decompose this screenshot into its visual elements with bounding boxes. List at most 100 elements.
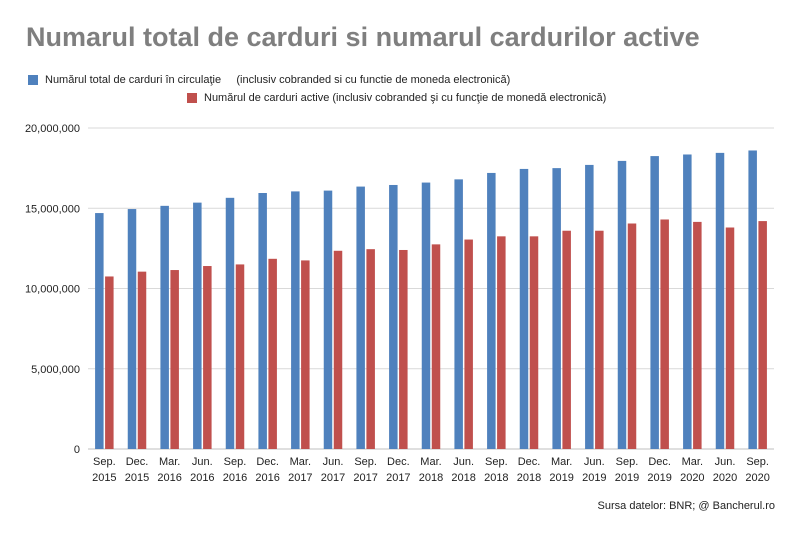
bar-total-cards <box>585 164 594 450</box>
chart-title: Numarul total de carduri si numarul card… <box>26 22 700 52</box>
x-tick-label: 2015 <box>125 472 149 484</box>
x-tick-label: 2019 <box>549 472 573 484</box>
x-tick-label: Mar. <box>290 456 311 468</box>
bar-total-cards <box>225 197 235 449</box>
x-tick-label: Dec. <box>126 456 149 468</box>
source-note: Sursa datelor: BNR; @ Bancherul.ro <box>597 500 775 512</box>
bar-total-cards <box>160 205 169 449</box>
bar-active-cards <box>497 236 506 449</box>
bar-total-cards <box>650 156 659 449</box>
bar-total-cards <box>748 150 757 449</box>
x-tick-label: 2019 <box>615 472 639 484</box>
bar-total-cards <box>356 186 365 449</box>
x-tick-label: Sep. <box>93 456 116 468</box>
bar-active-cards <box>693 221 702 449</box>
bar-active-cards <box>268 258 277 449</box>
bar-active-cards <box>170 270 179 449</box>
bar-total-cards <box>715 152 725 449</box>
bar-active-cards <box>399 249 408 449</box>
bar-active-cards <box>431 244 441 449</box>
x-tick-label: Jun. <box>584 456 605 468</box>
bar-total-cards <box>487 172 496 449</box>
bar-total-cards <box>291 191 300 449</box>
x-tick-label: Sep. <box>354 456 377 468</box>
x-tick-label: 2017 <box>288 472 312 484</box>
bar-total-cards <box>193 202 202 449</box>
bar-active-cards <box>105 276 114 449</box>
x-tick-label: Dec. <box>256 456 279 468</box>
bar-active-cards <box>235 264 245 449</box>
x-tick-label: 2018 <box>419 472 443 484</box>
bar-active-cards <box>137 271 147 449</box>
x-tick-label: Mar. <box>551 456 572 468</box>
bar-active-cards <box>725 227 735 449</box>
x-tick-label: Mar. <box>420 456 441 468</box>
x-tick-label: 2018 <box>484 472 508 484</box>
x-tick-label: 2016 <box>157 472 181 484</box>
y-tick-label: 10,000,000 <box>25 284 80 296</box>
x-tick-label: 2018 <box>451 472 475 484</box>
bar-active-cards <box>203 266 212 449</box>
bar-active-cards <box>333 250 343 449</box>
x-tick-label: Jun. <box>453 456 474 468</box>
bar-total-cards <box>552 168 561 449</box>
x-tick-label: 2015 <box>92 472 116 484</box>
x-tick-label: Dec. <box>387 456 410 468</box>
x-tick-label: 2020 <box>680 472 704 484</box>
bar-total-cards <box>127 209 137 449</box>
x-tick-label: 2019 <box>582 472 606 484</box>
x-tick-label: 2020 <box>713 472 737 484</box>
bar-active-cards <box>758 221 767 449</box>
y-tick-label: 5,000,000 <box>31 364 80 376</box>
x-tick-label: 2018 <box>517 472 541 484</box>
bar-total-cards <box>421 182 431 449</box>
x-tick-label: Sep. <box>485 456 508 468</box>
y-tick-label: 15,000,000 <box>25 203 80 215</box>
x-tick-label: Jun. <box>323 456 344 468</box>
bar-total-cards <box>258 193 267 449</box>
bar-active-cards <box>660 219 669 449</box>
legend-label-active-cards: Numărul de carduri active (inclusiv cobr… <box>204 92 607 104</box>
bar-total-cards <box>95 213 104 449</box>
y-tick-label: 20,000,000 <box>25 123 80 135</box>
x-tick-label: Mar. <box>159 456 180 468</box>
legend-item-active-cards: Numărul de carduri active (inclusiv cobr… <box>187 92 606 104</box>
legend-swatch-active-cards <box>187 93 197 103</box>
x-tick-label: 2019 <box>647 472 671 484</box>
bar-active-cards <box>529 236 539 449</box>
x-tick-label: 2017 <box>353 472 377 484</box>
legend-item-total-cards: Numărul total de carduri în circulaţie (… <box>28 74 510 86</box>
x-tick-label: 2020 <box>745 472 769 484</box>
x-tick-label: 2016 <box>255 472 279 484</box>
x-axis-tick-labels: Sep. 2015 Dec. 2015 Mar. 2016 Jun. 2016 Sep. 2016… <box>92 456 770 484</box>
bar-active-cards <box>627 223 637 449</box>
x-tick-label: Dec. <box>518 456 541 468</box>
bar-active-cards <box>366 249 375 449</box>
x-tick-label: Mar. <box>682 456 703 468</box>
x-tick-label: Dec. <box>648 456 671 468</box>
y-tick-label: 0 <box>74 444 80 456</box>
x-tick-label: 2017 <box>321 472 345 484</box>
bar-total-cards <box>454 179 463 450</box>
y-axis-tick-labels: 0 5,000,000 10,000,000 15,000,000 20,000,000 <box>25 123 80 456</box>
bar-active-cards <box>301 260 310 449</box>
x-tick-label: 2017 <box>386 472 410 484</box>
bar-active-cards <box>595 230 604 449</box>
x-tick-label: 2016 <box>190 472 214 484</box>
bar-active-cards <box>464 239 473 449</box>
bar-total-cards <box>389 184 398 450</box>
x-tick-label: Jun. <box>192 456 213 468</box>
legend-label-total-cards: Numărul total de carduri în circulaţie (… <box>45 74 511 86</box>
bar-total-cards <box>617 160 627 449</box>
x-tick-label: Sep. <box>224 456 247 468</box>
x-tick-label: Sep. <box>616 456 639 468</box>
bar-total-cards <box>683 154 692 450</box>
gridlines <box>88 127 774 450</box>
legend-swatch-total-cards <box>28 75 38 85</box>
bar-total-cards <box>519 168 529 450</box>
x-tick-label: 2016 <box>223 472 247 484</box>
bar-active-cards <box>562 230 571 449</box>
bars <box>95 150 767 450</box>
x-tick-label: Sep. <box>746 456 769 468</box>
